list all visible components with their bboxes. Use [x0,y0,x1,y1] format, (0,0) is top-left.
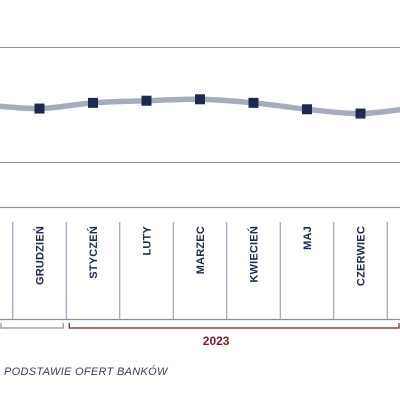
year-bracket [0,323,64,329]
data-point [248,97,259,108]
data-point [195,94,205,105]
data-point [355,108,366,119]
data-point [141,95,152,106]
category-label: MAJ [302,226,314,250]
category-label: GRUDZIEŃ [34,226,47,285]
data-point [88,97,98,108]
year-label: 2023 [203,334,230,348]
data-point [34,103,45,114]
data-point [302,104,312,115]
year-bracket [68,323,400,329]
category-label: STYCZEŃ [87,226,100,279]
category-label: CZERWIEC [356,226,368,286]
category-label: LUTY [142,226,154,256]
category-label: KWIECIEŃ [248,226,261,283]
category-label: MARZEC [195,226,207,274]
source-note: PODSTAWIE OFERT BANKÓW [4,365,169,378]
